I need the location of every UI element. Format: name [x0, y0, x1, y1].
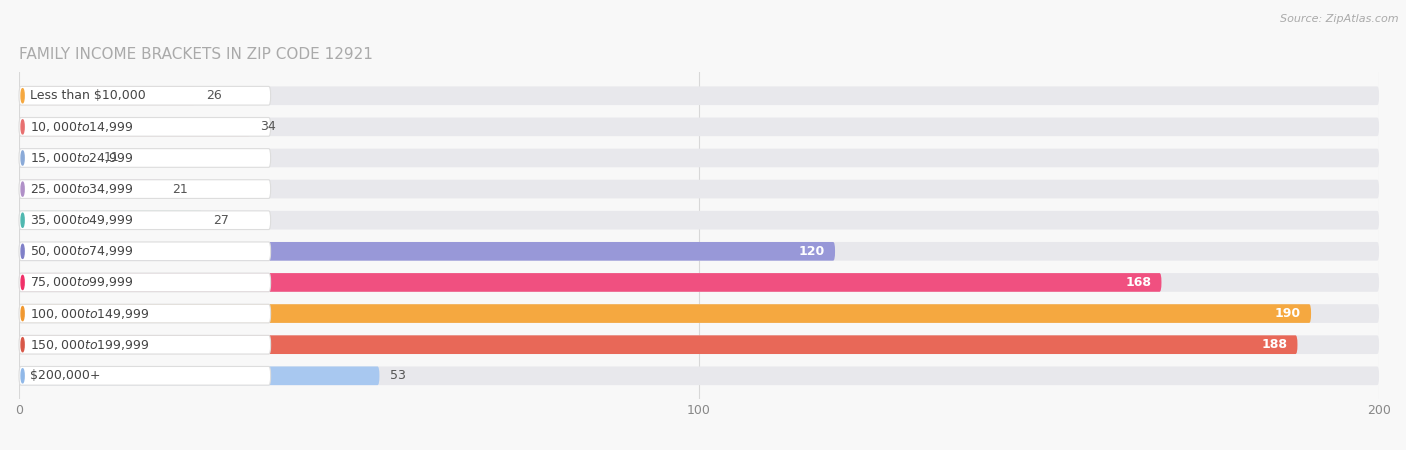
- Circle shape: [21, 306, 24, 321]
- FancyBboxPatch shape: [20, 211, 202, 230]
- Circle shape: [21, 369, 24, 383]
- Text: $75,000 to $99,999: $75,000 to $99,999: [31, 275, 134, 289]
- Circle shape: [21, 213, 24, 227]
- Text: 188: 188: [1261, 338, 1288, 351]
- FancyBboxPatch shape: [20, 242, 270, 261]
- FancyBboxPatch shape: [20, 242, 1379, 261]
- Circle shape: [21, 151, 24, 165]
- FancyBboxPatch shape: [20, 304, 1379, 323]
- Circle shape: [21, 120, 24, 134]
- FancyBboxPatch shape: [20, 273, 1161, 292]
- Text: 190: 190: [1275, 307, 1301, 320]
- FancyBboxPatch shape: [20, 304, 1310, 323]
- Text: $10,000 to $14,999: $10,000 to $14,999: [31, 120, 134, 134]
- Text: $35,000 to $49,999: $35,000 to $49,999: [31, 213, 134, 227]
- Text: Source: ZipAtlas.com: Source: ZipAtlas.com: [1281, 14, 1399, 23]
- Circle shape: [21, 182, 24, 196]
- Text: 34: 34: [260, 120, 276, 133]
- Circle shape: [21, 244, 24, 258]
- Text: 53: 53: [389, 369, 405, 382]
- Text: $25,000 to $34,999: $25,000 to $34,999: [31, 182, 134, 196]
- FancyBboxPatch shape: [20, 117, 250, 136]
- FancyBboxPatch shape: [20, 117, 270, 136]
- Text: $15,000 to $24,999: $15,000 to $24,999: [31, 151, 134, 165]
- FancyBboxPatch shape: [20, 180, 270, 198]
- Text: FAMILY INCOME BRACKETS IN ZIP CODE 12921: FAMILY INCOME BRACKETS IN ZIP CODE 12921: [20, 46, 373, 62]
- FancyBboxPatch shape: [20, 148, 270, 167]
- Text: 27: 27: [212, 214, 229, 227]
- FancyBboxPatch shape: [20, 148, 1379, 167]
- FancyBboxPatch shape: [20, 335, 1298, 354]
- FancyBboxPatch shape: [20, 242, 835, 261]
- FancyBboxPatch shape: [20, 335, 270, 354]
- FancyBboxPatch shape: [20, 273, 270, 292]
- FancyBboxPatch shape: [20, 304, 270, 323]
- FancyBboxPatch shape: [20, 180, 1379, 198]
- FancyBboxPatch shape: [20, 211, 1379, 230]
- FancyBboxPatch shape: [20, 86, 195, 105]
- FancyBboxPatch shape: [20, 335, 1379, 354]
- Text: 168: 168: [1125, 276, 1152, 289]
- FancyBboxPatch shape: [20, 273, 1379, 292]
- Text: $50,000 to $74,999: $50,000 to $74,999: [31, 244, 134, 258]
- FancyBboxPatch shape: [20, 86, 270, 105]
- Circle shape: [21, 275, 24, 289]
- Text: $100,000 to $149,999: $100,000 to $149,999: [31, 306, 149, 320]
- Text: Less than $10,000: Less than $10,000: [31, 89, 146, 102]
- Text: 120: 120: [799, 245, 825, 258]
- FancyBboxPatch shape: [20, 117, 1379, 136]
- FancyBboxPatch shape: [20, 180, 162, 198]
- FancyBboxPatch shape: [20, 366, 270, 385]
- Text: $200,000+: $200,000+: [31, 369, 101, 382]
- FancyBboxPatch shape: [20, 148, 94, 167]
- Text: $150,000 to $199,999: $150,000 to $199,999: [31, 338, 149, 352]
- FancyBboxPatch shape: [20, 366, 1379, 385]
- FancyBboxPatch shape: [20, 211, 270, 230]
- Circle shape: [21, 338, 24, 352]
- Circle shape: [21, 89, 24, 103]
- Text: 11: 11: [104, 152, 120, 164]
- Text: 21: 21: [172, 183, 188, 196]
- FancyBboxPatch shape: [20, 366, 380, 385]
- FancyBboxPatch shape: [20, 86, 1379, 105]
- Text: 26: 26: [207, 89, 222, 102]
